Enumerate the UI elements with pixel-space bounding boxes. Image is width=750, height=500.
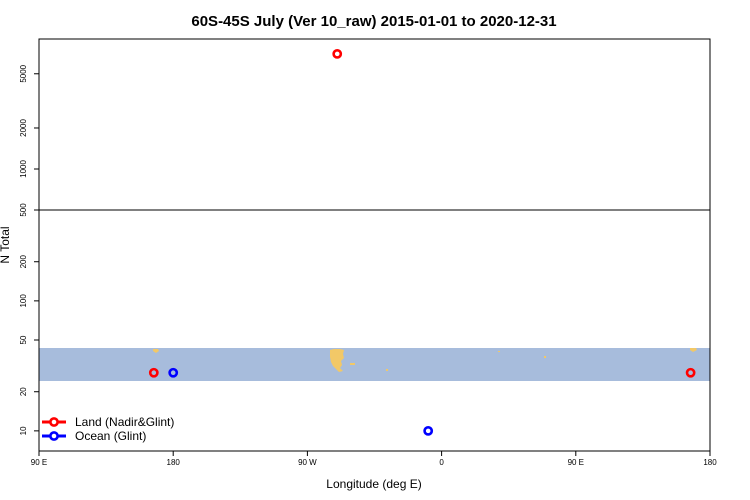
y-tick-label: 20 (19, 387, 28, 396)
land-south-america (330, 349, 344, 372)
map-band (39, 348, 710, 381)
land-new-zealand (153, 349, 159, 353)
y-tick-label: 50 (19, 335, 28, 344)
y-tick-label: 5000 (19, 64, 28, 82)
legend-label: Ocean (Glint) (75, 429, 146, 443)
legend-marker (49, 431, 59, 441)
x-tick-label: 90 W (298, 458, 317, 467)
x-tick-label: 180 (167, 458, 181, 467)
legend: Land (Nadir&Glint)Ocean (Glint) (42, 415, 174, 443)
land-island-1 (386, 369, 388, 371)
land-masses (153, 348, 697, 372)
y-axis: 10 20 50 100 200 500 1000 2000 5000 (19, 64, 39, 435)
data-point (685, 367, 696, 378)
x-tick-label: 90 E (568, 458, 584, 467)
legend-marker (49, 417, 59, 427)
land-island-2 (498, 351, 500, 352)
legend-label: Land (Nadir&Glint) (75, 415, 174, 429)
y-tick-label: 2000 (19, 119, 28, 137)
y-tick-label: 200 (19, 255, 28, 269)
chart-title: 60S-45S July (Ver 10_raw) 2015-01-01 to … (191, 13, 556, 30)
x-tick-label: 90 E (31, 458, 47, 467)
data-point (148, 367, 159, 378)
land-falklands (350, 363, 355, 365)
x-axis: 90 E 180 90 W 0 90 E 180 (31, 451, 717, 467)
x-tick-label: 0 (439, 458, 444, 467)
plot-frame (38, 38, 711, 452)
data-point (423, 425, 434, 436)
data-points (148, 48, 696, 436)
y-tick-label: 500 (19, 203, 28, 217)
land-new-zealand-east (690, 348, 697, 352)
y-tick-label: 1000 (19, 160, 28, 178)
y-axis-label: N Total (0, 226, 12, 263)
data-point (168, 367, 179, 378)
x-axis-label: Longitude (deg E) (326, 477, 421, 491)
y-tick-label: 10 (19, 426, 28, 435)
ocean-band (39, 348, 710, 381)
land-island-3 (544, 356, 546, 358)
y-tick-label: 100 (19, 294, 28, 308)
data-point (332, 48, 343, 59)
x-tick-label: 180 (703, 458, 717, 467)
